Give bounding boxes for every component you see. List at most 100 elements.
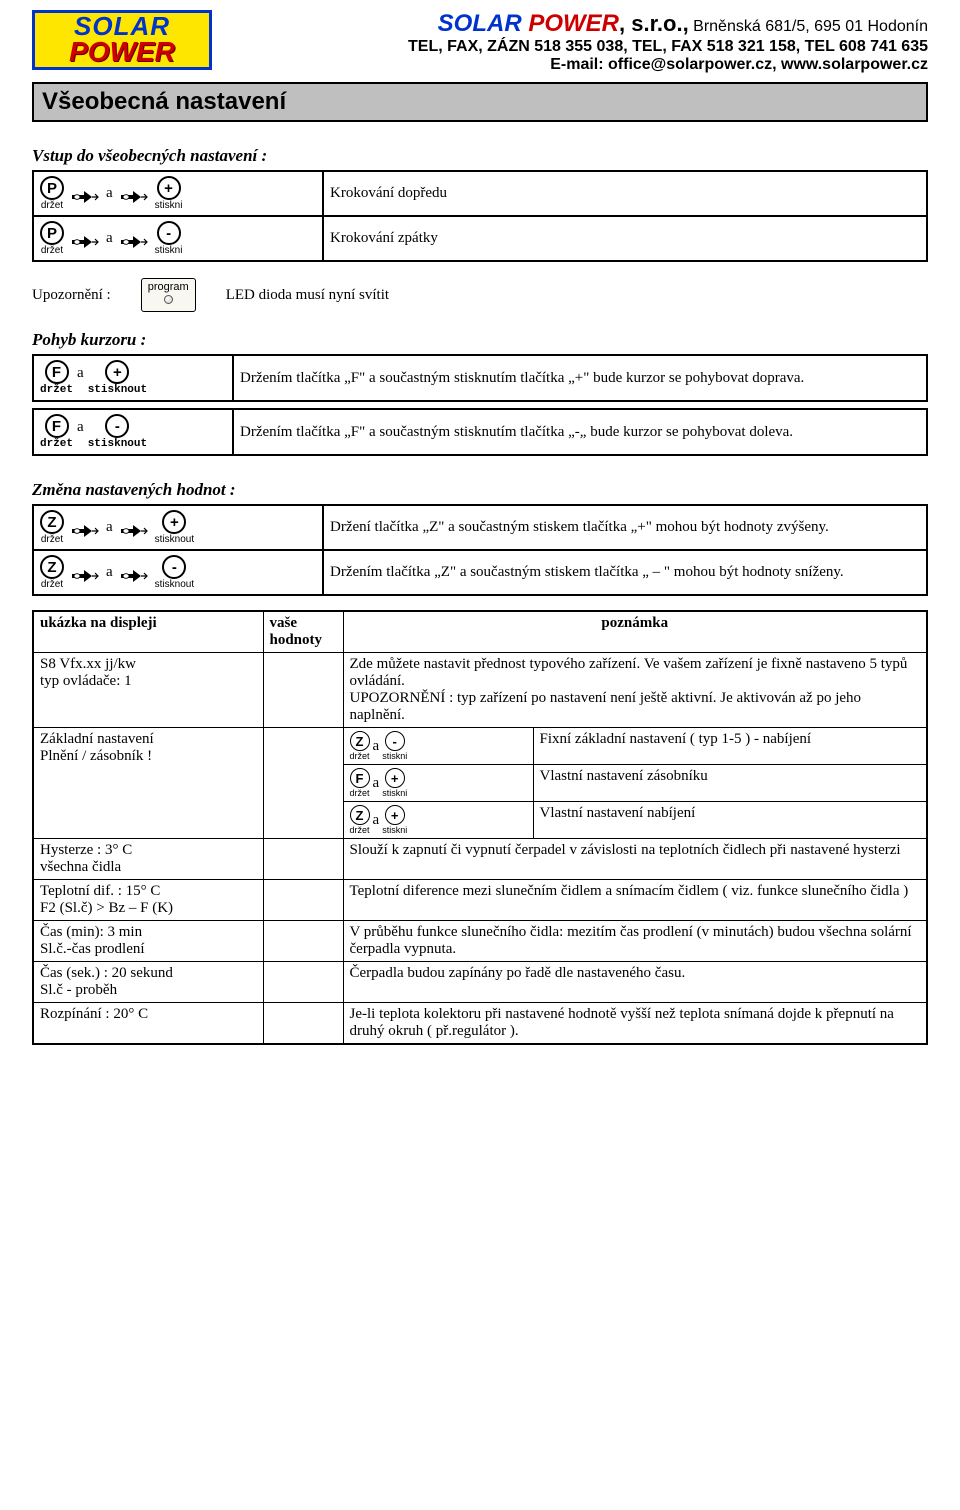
f-button: F bbox=[350, 768, 370, 788]
connector-a: a bbox=[106, 230, 113, 247]
r4-val bbox=[263, 880, 343, 921]
label-drzet: držet bbox=[350, 788, 370, 798]
label-stiskni: stiskni bbox=[155, 200, 183, 211]
plus-button: + bbox=[157, 176, 181, 200]
connector-a: a bbox=[373, 812, 380, 829]
r2-b3-text: Vlastní nastavení nabíjení bbox=[533, 802, 927, 839]
col-values-header: vaše hodnoty bbox=[263, 611, 343, 653]
pohyb-table-2: Fdržet a -stisknout Držením tlačítka „F"… bbox=[32, 408, 928, 456]
connector-a: a bbox=[373, 775, 380, 792]
r2-val bbox=[263, 728, 343, 839]
page-title: Všeobecná nastavení bbox=[42, 88, 918, 116]
label-drzet: držet bbox=[41, 200, 63, 211]
zmena-table: Zdržet a +stisknout Držení tlačítka „Z" … bbox=[32, 504, 928, 596]
zmena-row2-text: Držením tlačítka „Z" a součastným stiske… bbox=[323, 550, 927, 595]
pohyb-row1-text: Držením tlačítka „F" a součastným stiskn… bbox=[233, 355, 927, 401]
r1-disp: S8 Vfx.xx jj/kw typ ovládače: 1 bbox=[33, 653, 263, 728]
connector-a: a bbox=[106, 519, 113, 536]
connector-a: a bbox=[106, 185, 113, 202]
r3-note: Slouží k zapnutí či vypnutí čerpadel v z… bbox=[343, 839, 927, 880]
hand-icon bbox=[70, 564, 100, 582]
hand-icon bbox=[70, 230, 100, 248]
program-box: program bbox=[141, 278, 196, 312]
connector-a: a bbox=[106, 564, 113, 581]
vstup-row1-text: Krokování dopředu bbox=[323, 171, 927, 216]
address: Brněnská 681/5, 695 01 Hodonín bbox=[689, 18, 928, 35]
company-suffix: , s.r.o., bbox=[619, 11, 689, 36]
label-drzet: držet bbox=[41, 534, 63, 545]
label-drzet: držet bbox=[41, 245, 63, 256]
r5-note: V průběhu funkce slunečního čidla: mezit… bbox=[343, 921, 927, 962]
logo-line2: POWER bbox=[69, 39, 175, 66]
p-button: P bbox=[40, 176, 64, 200]
label-drzet: držet bbox=[40, 438, 73, 450]
label-stiskni: stiskni bbox=[382, 788, 407, 798]
hand-icon bbox=[119, 519, 149, 537]
z-button: Z bbox=[40, 555, 64, 579]
section-vstup: Vstup do všeobecných nastavení : Pdržet … bbox=[32, 146, 928, 262]
hand-icon bbox=[119, 230, 149, 248]
title-bar: Všeobecná nastavení bbox=[32, 82, 928, 122]
header-right: SOLAR POWER, s.r.o., Brněnská 681/5, 695… bbox=[212, 10, 928, 74]
z-button: Z bbox=[350, 805, 370, 825]
r1-note: Zde můžete nastavit přednost typového za… bbox=[343, 653, 927, 728]
program-text: program bbox=[148, 281, 189, 293]
r7-disp: Rozpínání : 20° C bbox=[33, 1003, 263, 1045]
contact-line: TEL, FAX, ZÁZN 518 355 038, TEL, FAX 518… bbox=[212, 38, 928, 56]
f-button: F bbox=[45, 360, 69, 384]
r5-val bbox=[263, 921, 343, 962]
settings-table: ukázka na displeji vaše hodnoty poznámka… bbox=[32, 610, 928, 1045]
vstup-table: Pdržet a +stiskni Krokování dopředu Pdrž… bbox=[32, 170, 928, 262]
r4-disp: Teplotní dif. : 15° C F2 (Sl.č) > Bz – F… bbox=[33, 880, 263, 921]
r6-note: Čerpadla budou zapínány po řadě dle nast… bbox=[343, 962, 927, 1003]
label-stisknout: stisknout bbox=[88, 438, 147, 450]
section-pohyb-heading: Pohyb kurzoru : bbox=[32, 330, 928, 350]
r6-val bbox=[263, 962, 343, 1003]
label-stiskni: stiskni bbox=[382, 751, 407, 761]
plus-button: + bbox=[385, 768, 405, 788]
led-icon bbox=[164, 295, 173, 304]
vstup-row2-text: Krokování zpátky bbox=[323, 216, 927, 261]
plus-button: + bbox=[162, 510, 186, 534]
minus-button: - bbox=[162, 555, 186, 579]
r3-val bbox=[263, 839, 343, 880]
section-pohyb: Pohyb kurzoru : Fdržet a +stisknout Drže… bbox=[32, 330, 928, 456]
section-vstup-heading: Vstup do všeobecných nastavení : bbox=[32, 146, 928, 166]
r4-note: Teplotní diference mezi slunečním čidlem… bbox=[343, 880, 927, 921]
r7-val bbox=[263, 1003, 343, 1045]
label-drzet: držet bbox=[350, 751, 370, 761]
page-header: SOLAR POWER SOLAR POWER, s.r.o., Brněnsk… bbox=[32, 10, 928, 74]
label-drzet: držet bbox=[40, 384, 73, 396]
f-button: F bbox=[45, 414, 69, 438]
hand-icon bbox=[70, 185, 100, 203]
plus-button: + bbox=[105, 360, 129, 384]
logo: SOLAR POWER bbox=[32, 10, 212, 70]
connector-a: a bbox=[373, 738, 380, 755]
section-zmena-heading: Změna nastavených hodnot : bbox=[32, 480, 928, 500]
col-display-header: ukázka na displeji bbox=[33, 611, 263, 653]
connector-a: a bbox=[77, 365, 84, 382]
r2-b2-text: Vlastní nastavení zásobníku bbox=[533, 765, 927, 802]
connector-a: a bbox=[77, 419, 84, 436]
label-stisknout: stisknout bbox=[88, 384, 147, 396]
minus-button: - bbox=[105, 414, 129, 438]
col-note-header: poznámka bbox=[343, 611, 927, 653]
r3-disp: Hysterze : 3° C všechna čidla bbox=[33, 839, 263, 880]
label-stisknout: stisknout bbox=[155, 579, 194, 590]
label-stisknout: stisknout bbox=[155, 534, 194, 545]
r6-disp: Čas (sek.) : 20 sekund Sl.č - proběh bbox=[33, 962, 263, 1003]
label-drzet: držet bbox=[41, 579, 63, 590]
r2-b1-text: Fixní základní nastavení ( typ 1-5 ) - n… bbox=[533, 728, 927, 765]
warning-row: Upozornění : program LED dioda musí nyní… bbox=[32, 278, 928, 312]
r7-note: Je-li teplota kolektoru při nastavené ho… bbox=[343, 1003, 927, 1045]
z-button: Z bbox=[350, 731, 370, 751]
hand-icon bbox=[119, 185, 149, 203]
zmena-row1-text: Držení tlačítka „Z" a součastným stiskem… bbox=[323, 505, 927, 550]
r5-disp: Čas (min): 3 min Sl.č.-čas prodlení bbox=[33, 921, 263, 962]
pohyb-table: Fdržet a +stisknout Držením tlačítka „F"… bbox=[32, 354, 928, 402]
brand1: SOLAR bbox=[438, 10, 529, 37]
hand-icon bbox=[119, 564, 149, 582]
p-button: P bbox=[40, 221, 64, 245]
minus-button: - bbox=[157, 221, 181, 245]
email-line: E-mail: office@solarpower.cz, www.solarp… bbox=[212, 56, 928, 74]
